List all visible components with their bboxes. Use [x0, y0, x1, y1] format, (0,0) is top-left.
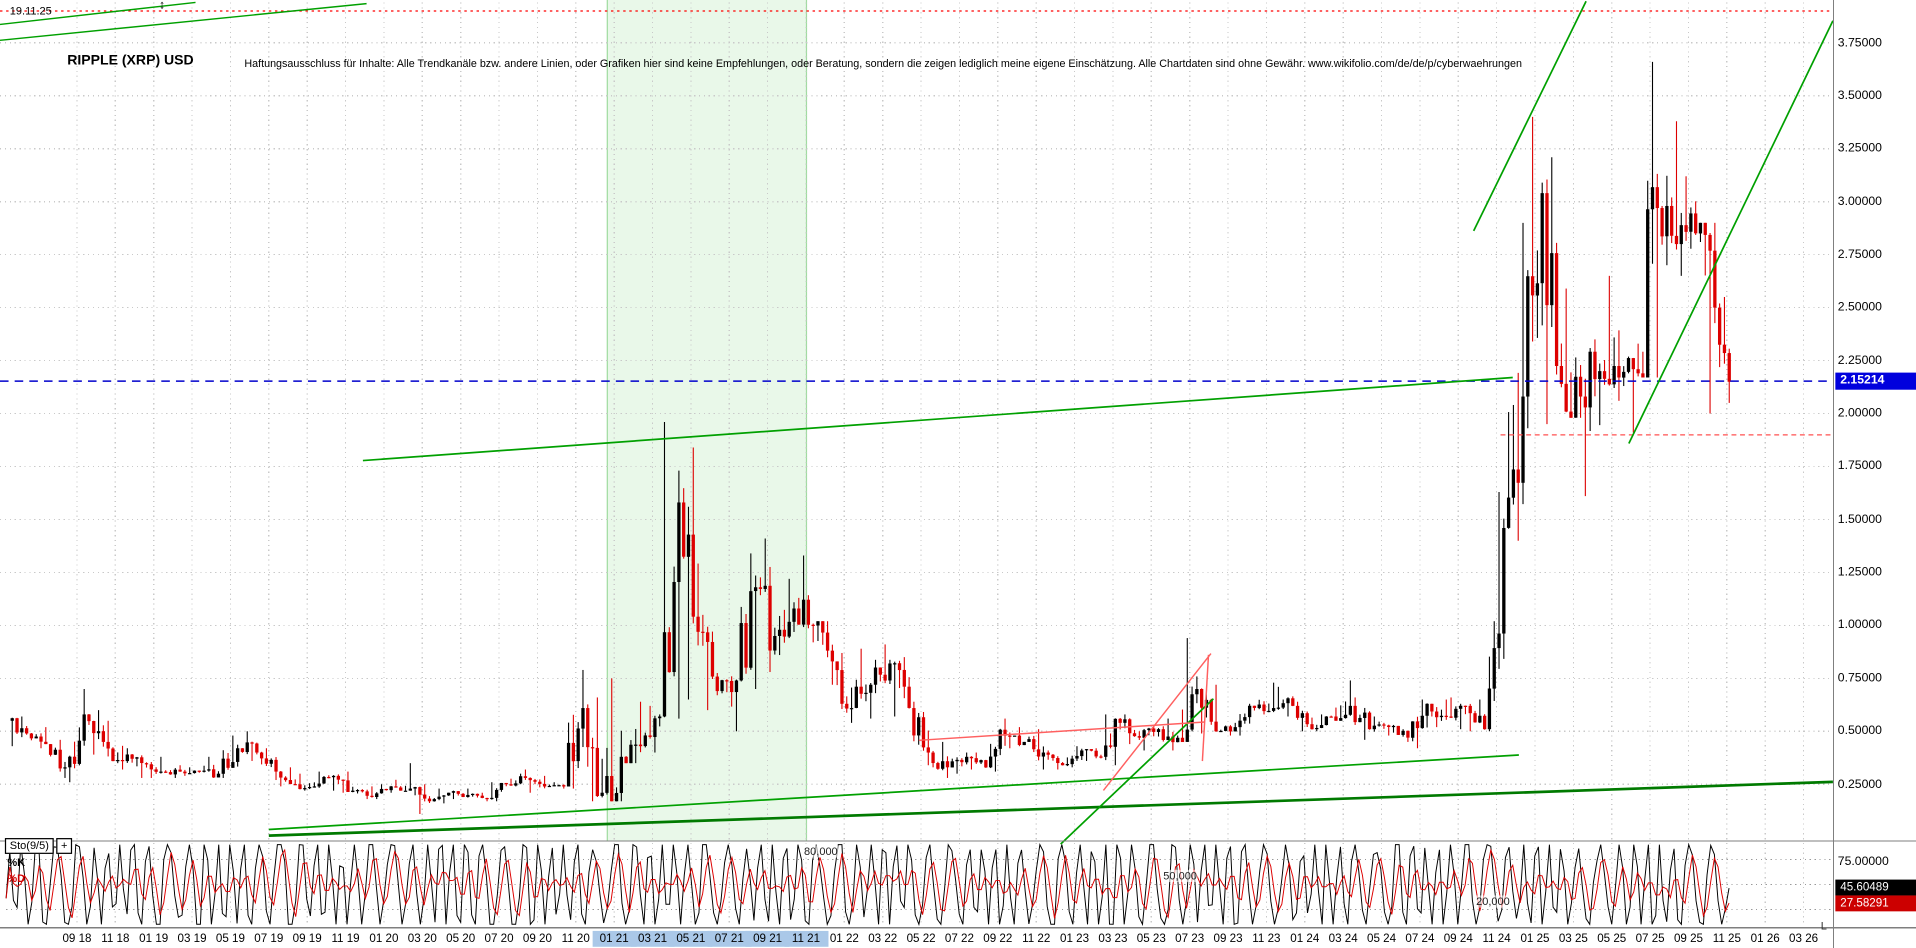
date-label: 19.11.25: [9, 4, 52, 18]
stoch-d-value-badge: 27.58291: [1835, 895, 1916, 912]
current-price-badge: 2.15214: [1835, 372, 1916, 390]
horizontal-lines: [0, 10, 1833, 436]
stoch-k-value-badge: 45.60489: [1835, 879, 1916, 896]
stoch-k-line: [5, 842, 1730, 927]
trend-lines: [0, 0, 1834, 845]
highlight-band: [606, 0, 808, 841]
stoch-d-line: [5, 848, 1730, 919]
percent-d-label: %D: [7, 872, 26, 885]
percent-k-label: %K: [7, 856, 26, 869]
disclaimer-text: Haftungsausschluss für Inhalte: Alle Tre…: [244, 57, 1522, 70]
stoch-level-80-label: 80,000: [804, 845, 838, 858]
gridlines: [0, 2, 1833, 927]
candlestick-series: [10, 61, 1731, 814]
stochastic-lines: [5, 842, 1730, 927]
updown-marker-icon: ↕: [158, 0, 165, 13]
stoch-level-20-label: 20,000: [1476, 895, 1510, 908]
stochastic-indicator-label[interactable]: Sto(9/5): [4, 838, 54, 854]
stoch-axis-75-label: 75.00000: [1837, 855, 1889, 869]
chart-title: RIPPLE (XRP) USD: [67, 53, 194, 69]
indicator-add-button[interactable]: +: [56, 838, 73, 854]
stoch-level-50-label: 50,000: [1163, 869, 1197, 883]
corner-logo[interactable]: L: [1820, 919, 1827, 933]
